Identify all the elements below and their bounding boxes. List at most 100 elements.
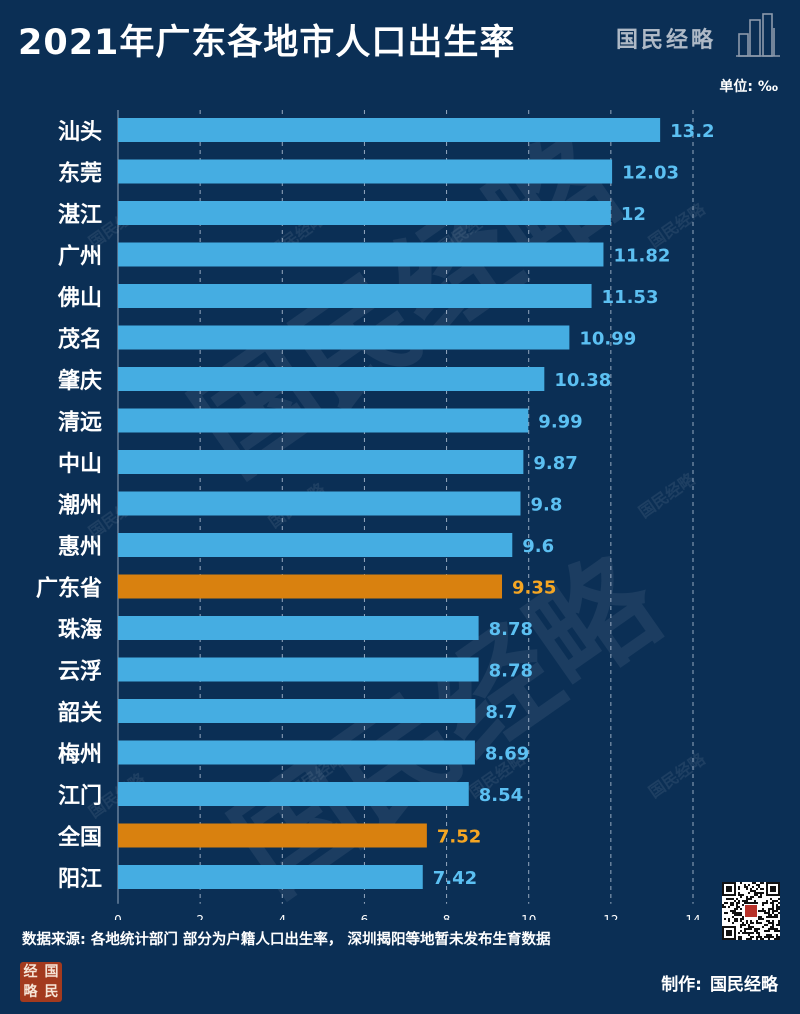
qr-module	[756, 920, 758, 922]
qr-module	[746, 938, 748, 940]
x-tick-label: 6	[361, 913, 369, 920]
qr-module	[758, 886, 760, 888]
qr-module	[776, 906, 778, 908]
bar	[118, 740, 475, 765]
qr-module	[742, 900, 744, 902]
qr-module	[772, 902, 774, 904]
qr-module	[756, 938, 758, 940]
bar	[118, 699, 476, 723]
qr-module	[756, 888, 758, 890]
qr-module	[764, 912, 766, 914]
qr-module	[736, 898, 738, 900]
qr-module	[738, 886, 740, 888]
value-label: 8.54	[479, 785, 523, 806]
qr-module	[760, 922, 762, 924]
category-label: 佛山	[57, 286, 102, 311]
qr-module	[734, 908, 736, 910]
qr-finder-core	[726, 886, 732, 892]
qr-module	[744, 886, 746, 888]
category-label: 惠州	[58, 535, 102, 560]
qr-module	[750, 902, 752, 904]
value-label: 9.35	[512, 578, 556, 599]
qr-module	[768, 928, 770, 930]
qr-module	[770, 926, 772, 928]
qr-module	[738, 932, 740, 934]
qr-module	[744, 930, 746, 932]
category-label: 阳江	[58, 867, 102, 892]
qr-module	[748, 926, 750, 928]
qr-module	[764, 910, 766, 912]
qr-module	[734, 914, 736, 916]
qr-module	[758, 934, 760, 936]
qr-module	[750, 936, 752, 938]
category-label: 清远	[58, 410, 102, 436]
qr-module	[736, 912, 738, 914]
qr-module	[752, 886, 754, 888]
qr-module	[736, 904, 738, 906]
qr-finder-core	[770, 886, 776, 892]
qr-module	[722, 906, 724, 908]
qr-module	[766, 920, 768, 922]
credit-line: 制作: 国民经略	[653, 970, 778, 995]
bar	[118, 616, 479, 640]
qr-module	[762, 892, 764, 894]
qr-module	[748, 884, 750, 886]
qr-module	[760, 918, 762, 920]
qr-module	[762, 918, 764, 920]
qr-module	[748, 928, 750, 930]
qr-module	[772, 922, 774, 924]
seal-logo: 经 国 略 民	[20, 962, 62, 1002]
qr-module	[748, 924, 750, 926]
qr-module	[752, 922, 754, 924]
bar	[118, 408, 529, 433]
qr-module	[776, 934, 778, 936]
qr-module	[726, 912, 728, 914]
qr-module	[778, 902, 780, 904]
qr-module	[770, 914, 772, 916]
value-label: 11.82	[613, 246, 670, 267]
qr-module	[736, 908, 738, 910]
brand-name: 国民经略	[616, 27, 717, 53]
qr-module	[732, 916, 734, 918]
credit-label: 制作:	[661, 975, 702, 995]
qr-module	[772, 906, 774, 908]
qr-module	[730, 898, 732, 900]
qr-module	[766, 902, 768, 904]
qr-module	[754, 882, 756, 884]
qr-module	[772, 920, 774, 922]
qr-module	[774, 916, 776, 918]
credit-name: 国民经略	[710, 975, 778, 995]
qr-module	[772, 924, 774, 926]
bar	[118, 242, 604, 267]
qr-module	[776, 938, 778, 940]
qr-module	[746, 932, 748, 934]
x-tick-label: 12	[603, 913, 618, 920]
qr-module	[728, 898, 730, 900]
x-tick-label: 0	[114, 913, 122, 920]
value-label: 8.7	[485, 702, 517, 723]
qr-module	[742, 922, 744, 924]
qr-module	[750, 890, 752, 892]
qr-module	[756, 932, 758, 934]
qr-module	[778, 920, 780, 922]
x-axis-ticks: 0 2 4 6 8 10 12 14	[114, 913, 700, 920]
chart-title: 2021年广东各地市人口出生率	[18, 23, 516, 63]
qr-module	[766, 936, 768, 938]
value-label: 12	[621, 204, 646, 225]
qr-module	[774, 938, 776, 940]
qr-module	[742, 918, 744, 920]
qr-module	[770, 936, 772, 938]
qr-module	[752, 932, 754, 934]
qr-module	[768, 934, 770, 936]
qr-module	[768, 938, 770, 940]
qr-module	[756, 922, 758, 924]
qr-module	[760, 938, 762, 940]
category-label: 中山	[58, 452, 102, 477]
category-label: 全国	[57, 825, 102, 851]
qr-module	[768, 914, 770, 916]
qr-module	[758, 936, 760, 938]
qr-module	[728, 906, 730, 908]
labels: 汕头 13.2 东莞 12.03 湛江 12 广州 11.82 佛山 11.53 茂名 10.99 肇庆…	[36, 120, 715, 892]
qr-module	[734, 918, 736, 920]
